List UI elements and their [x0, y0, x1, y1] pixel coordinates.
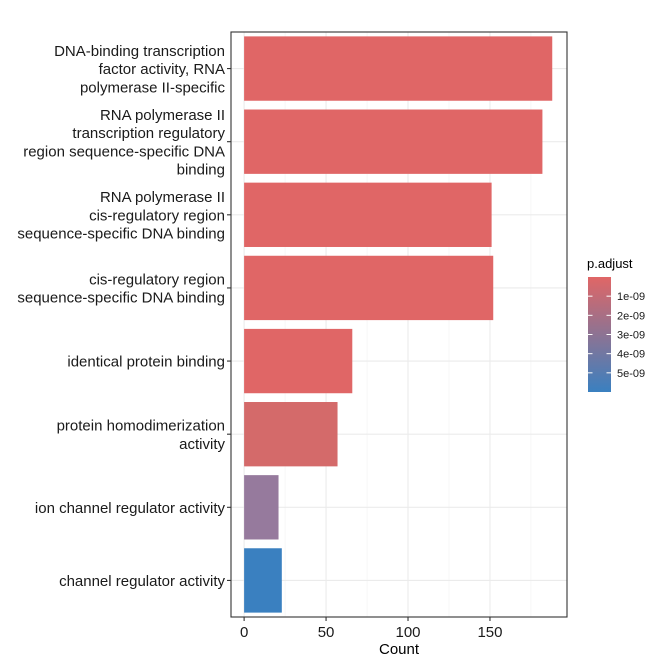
bar — [244, 255, 494, 321]
legend-label: 2e-09 — [617, 310, 645, 322]
bar — [244, 182, 492, 247]
plot-panel-border — [230, 31, 568, 618]
legend: p.adjust 1e-09 2e-09 3e-09 4e-09 5e-09 — [587, 256, 645, 392]
legend-title: p.adjust — [587, 256, 633, 271]
legend-label: 4e-09 — [617, 349, 645, 361]
y-tick-label: channel regulator activity — [59, 573, 225, 590]
bar — [244, 328, 353, 394]
y-tick-label: cis-regulatory region sequence-specific D… — [17, 271, 225, 306]
x-axis-title: Count — [379, 641, 420, 658]
x-tick-label: 150 — [477, 624, 502, 641]
bar — [244, 402, 338, 467]
y-tick-label: RNA polymerase II transcription regulator… — [23, 107, 225, 179]
bar — [244, 475, 279, 540]
x-tick-label: 50 — [318, 624, 335, 641]
axis-layer: DNA-binding transcription factor activity… — [17, 43, 502, 641]
y-tick-label: ion channel regulator activity — [35, 500, 226, 517]
x-tick-label: 0 — [240, 624, 248, 641]
x-tick-label: 100 — [395, 624, 420, 641]
bar — [244, 36, 553, 101]
bar — [244, 109, 543, 174]
bar — [244, 548, 282, 613]
y-tick-label: RNA polymerase II cis-regulatory region se… — [17, 189, 225, 242]
legend-colorbar — [588, 277, 611, 392]
bar-layer — [244, 36, 553, 613]
y-tick-label: identical protein binding — [67, 354, 225, 371]
legend-label: 1e-09 — [617, 291, 645, 303]
y-tick-label: DNA-binding transcription factor activity… — [54, 43, 225, 96]
y-tick-label: protein homodimerization activity — [57, 418, 226, 453]
legend-label: 5e-09 — [617, 368, 645, 380]
legend-label: 3e-09 — [617, 330, 645, 342]
